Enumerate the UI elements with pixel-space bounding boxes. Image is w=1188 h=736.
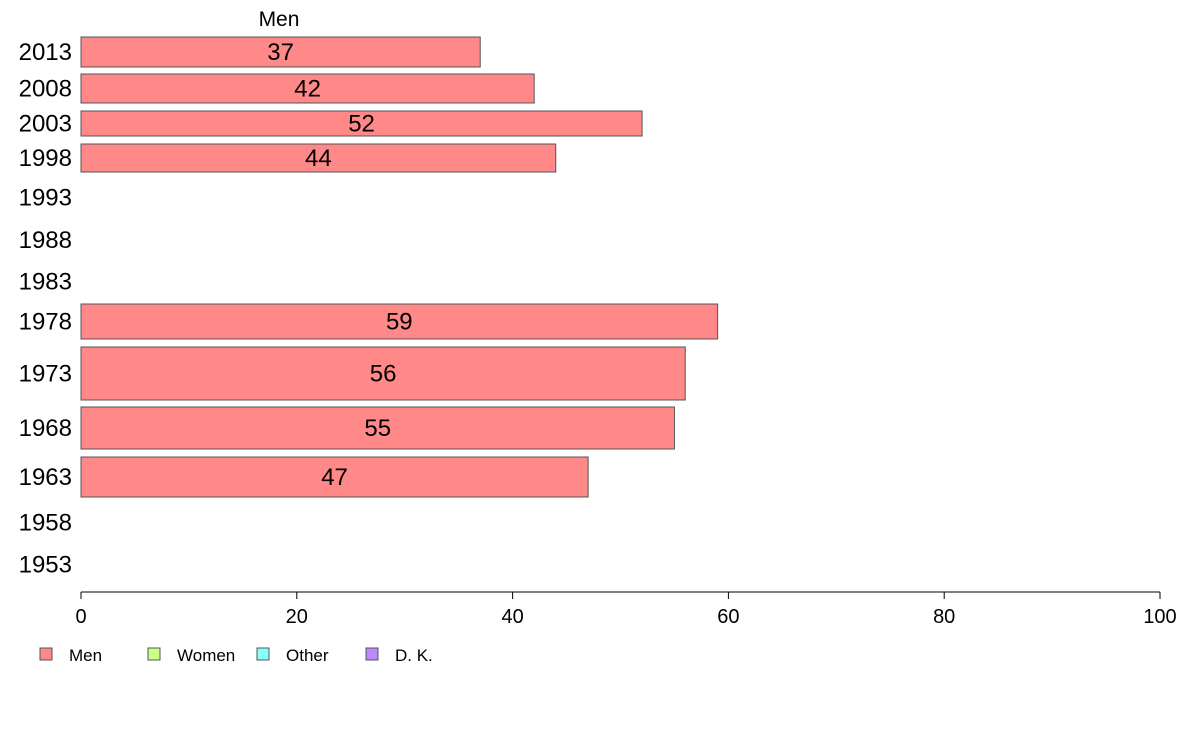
legend-swatch-men [39,647,53,661]
year-label-1958: 1958 [19,510,72,537]
legend-label-d-k: D. K. [395,646,433,665]
bar-1973 [80,346,686,401]
legend-swatch-other [256,647,270,661]
year-label-1973: 1973 [19,361,72,388]
series-title: Men [259,8,300,31]
legend-label-other: Other [286,646,329,665]
bar-value-label-1963: 47 [321,464,348,491]
x-tick-label-20: 20 [286,606,308,628]
bar-value-label-2003: 52 [348,111,375,138]
year-label-1968: 1968 [19,415,72,442]
year-label-1978: 1978 [19,309,72,336]
bar-2008 [80,73,535,104]
bar-2003 [80,110,643,137]
x-axis: 0 20 40 60 80 100 [75,591,1177,628]
bar-value-label-1968: 55 [364,415,391,442]
bar-2013 [80,36,481,68]
legend-label-women: Women [177,646,235,665]
x-tick-label-100: 100 [1143,606,1176,628]
year-label-2003: 2003 [19,111,72,138]
legend-swatch-d-k [365,647,379,661]
year-labels-group: 2013 2008 2003 1998 1993 1988 1983 1978 1973 1968… [19,39,72,579]
bar-1968 [80,406,675,450]
year-label-1963: 1963 [19,464,72,491]
year-label-2008: 2008 [19,76,72,103]
year-label-2013: 2013 [19,39,72,66]
bar-value-label-2008: 42 [294,76,321,103]
year-label-1988: 1988 [19,227,72,254]
x-tick-label-60: 60 [717,606,739,628]
legend-label-men: Men [69,646,102,665]
bar-1978 [80,303,719,340]
bar-value-label-1978: 59 [386,309,413,336]
year-label-1993: 1993 [19,185,72,212]
year-label-1983: 1983 [19,269,72,296]
bar-1963 [80,456,589,498]
legend-swatch-women [147,647,161,661]
x-tick-label-40: 40 [501,606,523,628]
year-label-1953: 1953 [19,552,72,579]
x-tick-label-80: 80 [933,606,955,628]
bar-value-label-1973: 56 [370,361,397,388]
year-label-1998: 1998 [19,145,72,172]
legend: Men Women Other D. K. [39,646,433,665]
x-tick-label-0: 0 [75,606,86,628]
bar-1998 [80,143,557,173]
bar-value-label-2013: 37 [267,39,294,66]
bar-value-label-1998: 44 [305,145,332,172]
